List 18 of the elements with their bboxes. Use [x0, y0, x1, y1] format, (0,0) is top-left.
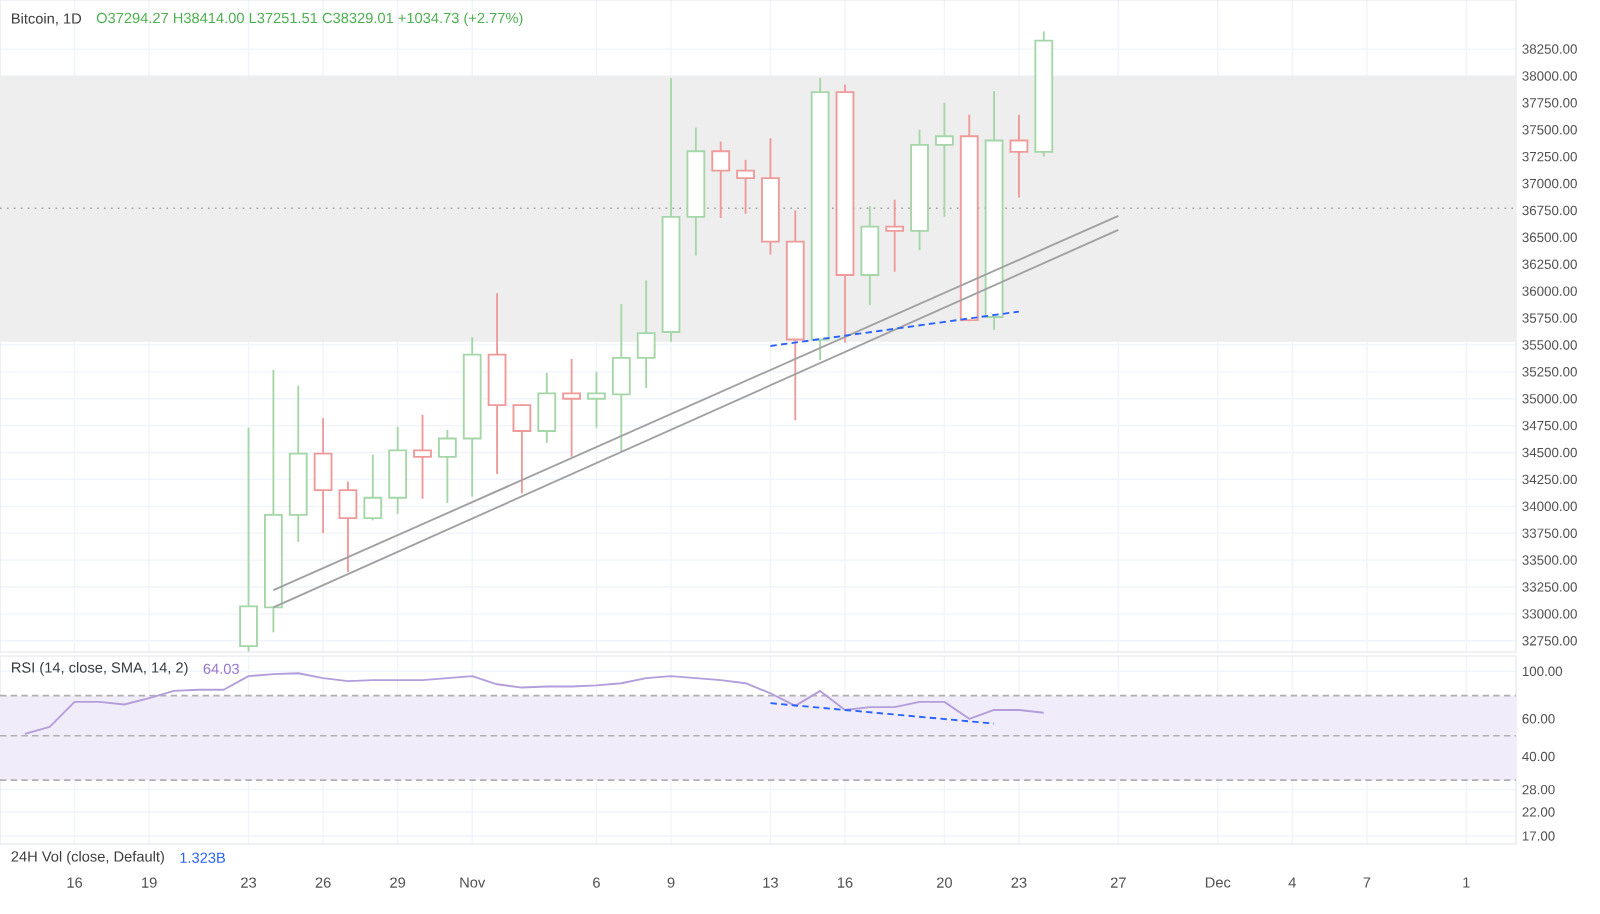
- candlestick: [885, 198, 905, 273]
- candlestick: [338, 480, 358, 573]
- candlestick: [736, 158, 755, 215]
- candlestick: [239, 426, 258, 652]
- candlestick: [512, 403, 532, 495]
- candlestick: [587, 370, 606, 429]
- candlestick: [437, 428, 457, 505]
- candlestick: [313, 417, 333, 535]
- candlestick: [413, 413, 432, 500]
- candlestick: [636, 279, 656, 389]
- candlestick: [388, 425, 408, 515]
- candlestick: [537, 371, 557, 444]
- candlestick: [611, 303, 631, 453]
- candlestick: [711, 140, 731, 219]
- candlestick: [363, 453, 383, 522]
- candlestick: [935, 101, 954, 218]
- candlestick: [562, 357, 582, 458]
- candlestick: [1009, 113, 1029, 199]
